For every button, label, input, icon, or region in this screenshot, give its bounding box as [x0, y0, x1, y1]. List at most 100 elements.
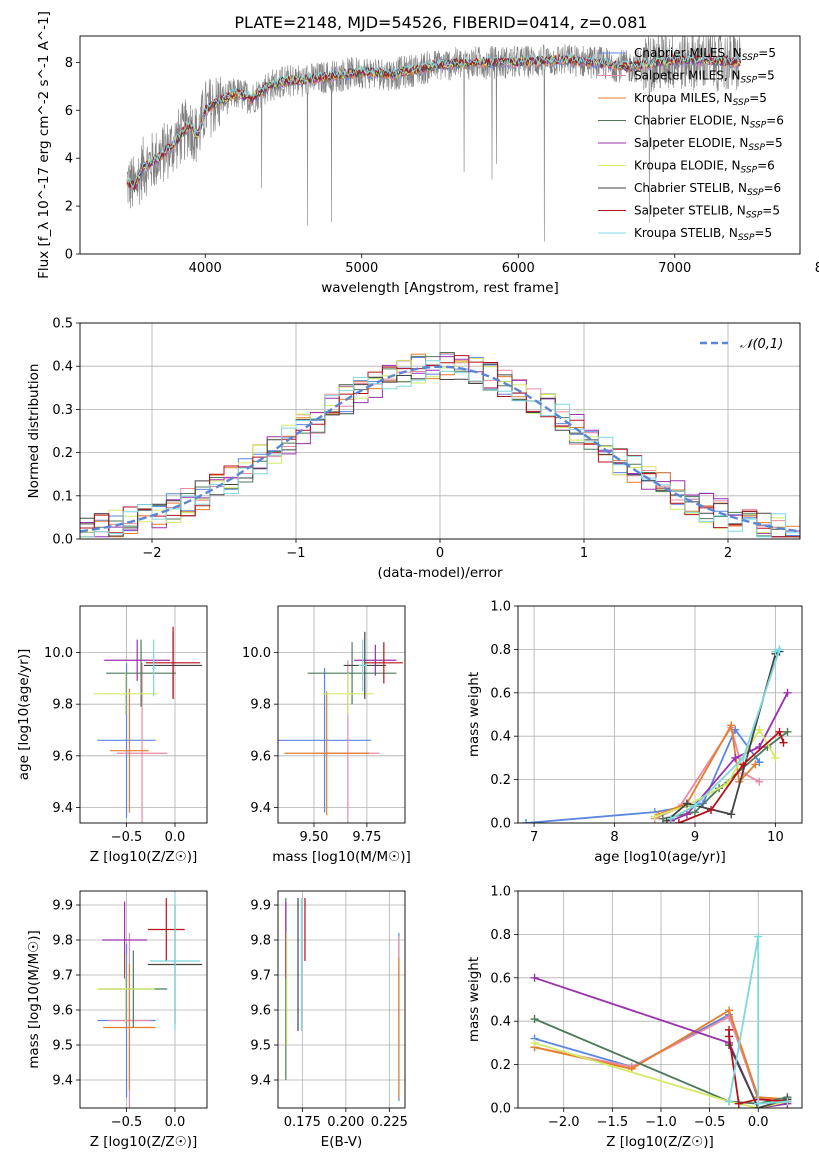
massweight_vs_Z-marker-8-3 — [783, 1097, 792, 1106]
massweight_vs_age-panel: 7 8 9 10 0.0 0.2 0.4 0.6 0.8 1.0 age [log10(age/yr… — [466, 600, 803, 865]
spectrum-panel: 4000 5000 6000 7000 8000 0 2 4 6 8 wavelength [Ang… — [36, 11, 819, 296]
age_vs_Z-point-chabrier-miles — [97, 662, 156, 818]
massweight_vs_age-xtick-label-1: 8 — [610, 830, 618, 845]
massweight_vs_age-marker-4-2 — [731, 753, 740, 762]
age_vs_Z-ylabel: age [log10(age/yr)] — [16, 649, 32, 781]
massweight_vs_age-marker-7-0 — [674, 819, 683, 823]
massweight_vs_age-marker-3-4 — [783, 727, 792, 736]
spectrum-xtick-label-0: 4000 — [189, 261, 222, 276]
spectrum-xtick-label-1: 5000 — [345, 261, 378, 276]
massweight_vs_age-marker-8-4 — [771, 647, 780, 656]
massweight_vs_Z-marker-7-2 — [734, 1099, 743, 1108]
massweight_vs_age-marker-4-4 — [783, 688, 792, 697]
residuals-xlabel: (data-model)/error — [377, 565, 503, 581]
spectrum-xlabel: wavelength [Angstrom, rest frame] — [321, 280, 559, 296]
spectrum-legend-label-7: Salpeter STELIB, NSSP=5 — [634, 204, 780, 221]
mass_vs_ebv-ytick-label-2: 9.6 — [250, 1004, 271, 1019]
residuals-ytick-label-5: 0.5 — [52, 317, 73, 332]
massweight_vs_age-xtick-label-0: 7 — [530, 830, 538, 845]
massweight_vs_Z-ytick-label-4: 0.8 — [490, 928, 511, 943]
massweight_vs_age-ytick-label-0: 0.0 — [490, 817, 511, 832]
mass_vs_Z-xlabel: Z [log10(Z/Z☉)] — [90, 1134, 198, 1150]
age_vs_Z-ytick-label-3: 10.0 — [44, 646, 73, 661]
massweight_vs_age-ytick-label-4: 0.8 — [490, 643, 511, 658]
mass_vs_ebv-ytick-label-1: 9.5 — [250, 1039, 271, 1054]
spectrum-legend-label-0: Chabrier MILES, NSSP=5 — [634, 46, 776, 63]
model-spectrum-salpeter-stelib — [126, 53, 741, 190]
mass_vs_Z-ytick-label-2: 9.6 — [52, 1004, 73, 1019]
mass_vs_Z-ytick-label-5: 9.9 — [52, 899, 73, 914]
mass_vs_Z-point-salpeter-elodie — [102, 901, 147, 979]
residual-histogram-chabrier-elodie — [80, 352, 800, 538]
age_vs_Z-point-chabrier-elodie — [106, 639, 176, 707]
age_vs_mass-point-chabrier-elodie — [307, 642, 397, 705]
massweight_vs_age-plot-area — [522, 645, 792, 823]
age_vs_mass-point-kroupa-stelib — [358, 639, 367, 692]
massweight_vs_Z-marker-3-0 — [530, 1015, 539, 1024]
massweight_vs_age-ylabel: mass weight — [466, 672, 482, 757]
residuals-xtick-label-3: 1 — [580, 546, 588, 561]
residuals-ytick-label-2: 0.2 — [52, 446, 73, 461]
massweight_vs_Z-ytick-label-2: 0.4 — [490, 1015, 511, 1030]
massweight_vs_age-xtick-label-3: 10 — [767, 830, 784, 845]
spectrum-legend-label-5: Kroupa ELODIE, NSSP=6 — [634, 159, 775, 176]
mass_vs_Z-ytick-label-4: 9.8 — [52, 934, 73, 949]
massweight_vs_age-marker-2-4 — [751, 760, 760, 769]
massweight_vs_age-marker-5-4 — [771, 753, 780, 762]
spectrum-ytick-label-3: 6 — [65, 104, 73, 119]
massweight_vs_age-marker-8-1 — [690, 801, 699, 810]
spectrum-legend-label-4: Salpeter ELODIE, NSSP=5 — [634, 136, 783, 153]
spectrum-legend: Chabrier MILES, NSSP=5 Salpeter MILES, NS… — [598, 46, 784, 243]
observed-spectrum-line — [126, 36, 741, 242]
age_vs_Z-point-kroupa-elodie — [93, 673, 158, 715]
age_vs_Z-point-kroupa-miles — [110, 688, 149, 813]
massweight_vs_Z-xtick-label-0: −2.0 — [548, 1115, 580, 1130]
massweight_vs_age-marker-8-2 — [739, 753, 748, 762]
massweight_vs_age-frame — [517, 605, 803, 824]
massweight_vs_age-marker-7-1 — [707, 805, 716, 814]
massweight_vs_age-marker-1-4 — [755, 777, 764, 786]
mass_vs_ebv-xtick-label-1: 0.200 — [327, 1115, 364, 1130]
massweight_vs_Z-ytick-label-0: 0.0 — [490, 1102, 511, 1117]
spectrum-xtick-label-4: 8000 — [815, 261, 819, 276]
massweight_vs_Z-panel: −2.0 −1.5 −1.0 −0.5 0.0 0.0 0.2 0.4 0.6 0.8 1.0 Z [… — [466, 885, 803, 1150]
age_vs_mass-point-kroupa-elodie — [322, 673, 374, 715]
massweight_vs_age-marker-0-4 — [755, 758, 764, 767]
massweight_vs_age-marker-8-0 — [666, 814, 675, 823]
spectrum-legend-label-1: Salpeter MILES, NSSP=5 — [634, 69, 775, 86]
residuals-ytick-label-1: 0.1 — [52, 489, 73, 504]
residuals-panel: −2 −1 0 1 2 0.0 0.1 0.2 0.3 0.4 0.5 (data-model)/er… — [26, 317, 801, 581]
mass_vs_Z-point-kroupa-stelib — [149, 891, 201, 1031]
mass_vs_Z-point-kroupa-elodie — [96, 954, 155, 1024]
massweight_vs_age-marker-6-2 — [727, 810, 736, 819]
residual-histogram-salpeter-miles — [80, 353, 800, 538]
age_vs_mass-xtick-label-1: 9.75 — [352, 830, 381, 845]
massweight_vs_age-marker-7-3 — [775, 727, 784, 736]
residuals-xtick-label-1: −1 — [286, 546, 305, 561]
age_vs_Z-frame — [79, 605, 208, 824]
age_vs_mass-plot-area — [278, 631, 403, 823]
age_vs_Z-ytick-label-2: 9.8 — [52, 698, 73, 713]
massweight_vs_age-line-kroupa-stelib — [670, 647, 782, 820]
massweight_vs_Z-line-kroupa-elodie — [534, 1042, 788, 1108]
mass_vs_Z-plot-area — [96, 891, 203, 1108]
age_vs_mass-ytick-label-1: 9.6 — [250, 749, 271, 764]
age_vs_Z-xtick-label-0: −0.5 — [111, 830, 143, 845]
massweight_vs_Z-line-kroupa-stelib — [728, 936, 788, 1105]
spectrum-frame — [79, 35, 801, 255]
mass_vs_Z-ytick-label-3: 9.7 — [52, 969, 73, 984]
age_vs_Z-plot-area — [93, 626, 203, 823]
massweight_vs_age-marker-0-0 — [522, 819, 531, 823]
mass_vs_Z-panel: −0.5 0.0 9.4 9.5 9.6 9.7 9.8 9.9 Z [log10(Z/Z☉)]… — [26, 890, 208, 1150]
residual-histogram-kroupa-stelib — [80, 360, 800, 538]
massweight_vs_age-xtick-label-2: 9 — [691, 830, 699, 845]
mass_vs_ebv-xlabel: E(B-V) — [321, 1134, 363, 1150]
age_vs_mass-point-chabrier-miles — [278, 668, 372, 813]
massweight_vs_Z-marker-2-2 — [725, 1006, 734, 1015]
massweight_vs_age-marker-6-1 — [682, 799, 691, 808]
spectrum-plot-area — [126, 36, 741, 242]
model-spectrum-kroupa-stelib — [126, 52, 741, 188]
spectrum-ytick-label-1: 2 — [65, 200, 73, 215]
age_vs_mass-frame — [277, 605, 406, 824]
mass_vs_ebv-plot-area — [285, 898, 400, 1101]
